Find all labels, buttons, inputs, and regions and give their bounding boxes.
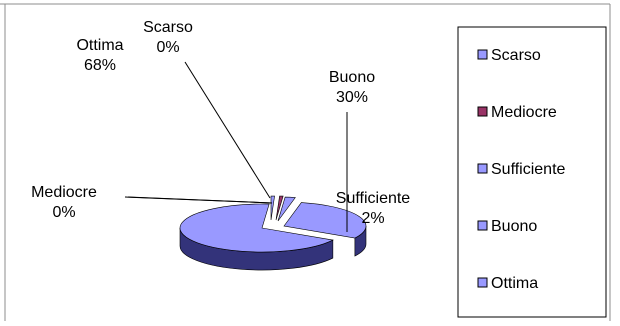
legend-label-scarso: Scarso (491, 47, 541, 64)
pie-slice-sufficiente (277, 196, 296, 222)
legend: Scarso Mediocre Sufficiente Buono Ottima (477, 47, 566, 292)
data-label-scarso: Scarso 0% (143, 19, 193, 56)
data-label-buono: Buono 30% (329, 69, 375, 106)
pie-slice-ottima (179, 203, 334, 253)
data-label-sufficiente: Sufficiente 2% (336, 190, 411, 227)
legend-swatch-scarso (477, 49, 488, 60)
legend-swatch-buono (477, 220, 488, 231)
pie-slice-mediocre (275, 195, 284, 221)
leader-lines (124, 61, 348, 232)
pie-slice-buono (283, 202, 367, 239)
pie-slice-scarso (270, 195, 275, 221)
legend-label-mediocre: Mediocre (491, 104, 557, 121)
legend-label-ottima: Ottima (491, 275, 538, 292)
legend-label-sufficiente: Sufficiente (491, 161, 566, 178)
legend-swatch-ottima (477, 277, 488, 288)
leader-line-mediocre-horizontal (124, 196, 273, 204)
legend-swatch-sufficiente (477, 163, 488, 174)
legend-label-buono: Buono (491, 218, 537, 235)
leader-line-scarso (184, 61, 271, 199)
pie-layer (179, 195, 367, 271)
legend-swatch-mediocre (477, 106, 488, 117)
data-label-ottima: Ottima 68% (76, 37, 123, 74)
data-label-mediocre: Mediocre 0% (31, 184, 97, 221)
data-labels: Scarso 0% Mediocre 0% Sufficiente 2% Buono 30% O… (31, 19, 410, 227)
